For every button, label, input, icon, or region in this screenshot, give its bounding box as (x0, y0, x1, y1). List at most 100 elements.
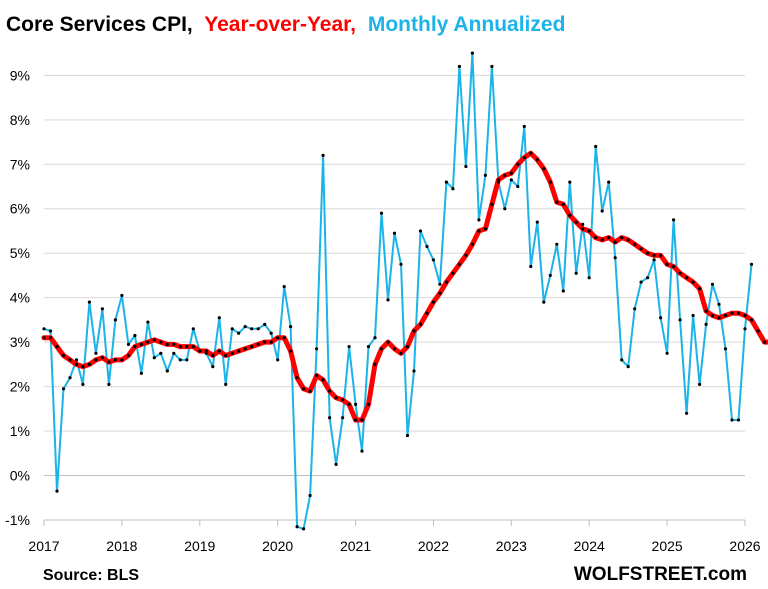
point-year-over-year (146, 340, 150, 344)
point-year-over-year (405, 345, 410, 349)
point-monthly-annualized (211, 365, 215, 369)
point-year-over-year (412, 329, 416, 333)
point-year-over-year (243, 347, 247, 351)
point-year-over-year (113, 358, 117, 362)
point-monthly-annualized (600, 209, 604, 213)
point-year-over-year (587, 229, 591, 233)
point-monthly-annualized (276, 358, 280, 362)
point-year-over-year (710, 313, 715, 318)
point-monthly-annualized (243, 325, 247, 329)
point-monthly-annualized (470, 51, 474, 55)
point-year-over-year (516, 162, 520, 166)
point-monthly-annualized (529, 264, 533, 269)
point-monthly-annualized (120, 293, 124, 298)
point-monthly-annualized (418, 229, 423, 233)
point-year-over-year (172, 342, 176, 346)
point-monthly-annualized (386, 298, 390, 302)
point-year-over-year (328, 389, 332, 393)
x-tick-label: 2025 (652, 538, 683, 554)
point-monthly-annualized (444, 180, 448, 184)
y-tick-label: 4% (10, 290, 30, 306)
point-monthly-annualized (87, 300, 91, 304)
point-year-over-year (438, 291, 442, 295)
point-year-over-year (256, 342, 260, 346)
point-year-over-year (120, 358, 124, 362)
point-year-over-year (723, 313, 728, 318)
point-year-over-year (555, 200, 559, 204)
point-monthly-annualized (269, 331, 273, 335)
point-year-over-year (217, 349, 221, 353)
point-monthly-annualized (581, 222, 585, 226)
source-note: Source: BLS (43, 567, 139, 584)
point-year-over-year (55, 345, 59, 349)
point-monthly-annualized (594, 144, 598, 149)
x-axis: 2017 2018 2019 2020 2021 2022 2023 2024 2025 2026 (28, 519, 761, 554)
point-year-over-year (347, 402, 351, 406)
point-year-over-year (224, 353, 228, 358)
point-monthly-annualized (646, 276, 650, 280)
point-year-over-year (756, 329, 760, 333)
point-monthly-annualized (503, 207, 507, 211)
point-monthly-annualized (237, 331, 241, 335)
point-monthly-annualized (710, 282, 715, 286)
point-monthly-annualized (509, 178, 513, 182)
point-year-over-year (139, 342, 143, 346)
point-monthly-annualized (172, 351, 176, 355)
point-year-over-year (282, 336, 286, 340)
point-year-over-year (418, 322, 423, 326)
point-year-over-year (204, 349, 208, 353)
point-year-over-year (646, 251, 650, 255)
point-year-over-year (678, 271, 682, 275)
point-year-over-year (717, 316, 721, 320)
point-year-over-year (581, 227, 585, 231)
point-monthly-annualized (250, 327, 254, 331)
point-monthly-annualized (672, 218, 676, 222)
point-monthly-annualized (464, 164, 468, 169)
point-monthly-annualized (490, 64, 494, 69)
point-monthly-annualized (704, 322, 708, 326)
point-year-over-year (198, 349, 202, 353)
point-year-over-year (152, 338, 156, 342)
point-year-over-year (263, 340, 267, 344)
point-monthly-annualized (328, 416, 332, 420)
point-year-over-year (633, 242, 637, 246)
point-year-over-year (665, 262, 669, 266)
series-line-monthly-annualized (43, 52, 753, 530)
point-monthly-annualized (61, 387, 66, 391)
point-monthly-annualized (412, 369, 416, 373)
point-year-over-year (341, 398, 345, 402)
point-monthly-annualized (399, 262, 403, 266)
point-monthly-annualized (165, 369, 169, 373)
point-monthly-annualized (620, 358, 624, 362)
y-tick-label: 1% (10, 423, 30, 439)
y-axis: -1% 0% 1% 2% 3% 4% 5% 6% 7% 8% 9% (5, 67, 30, 528)
point-year-over-year (211, 353, 215, 358)
point-monthly-annualized (678, 318, 682, 322)
point-year-over-year (749, 318, 754, 322)
point-year-over-year (269, 340, 273, 344)
point-year-over-year (42, 336, 46, 340)
point-year-over-year (529, 151, 533, 155)
point-year-over-year (360, 418, 364, 422)
point-monthly-annualized (425, 244, 429, 249)
point-monthly-annualized (126, 342, 130, 346)
point-monthly-annualized (587, 276, 591, 280)
point-monthly-annualized (451, 187, 455, 191)
point-year-over-year (354, 418, 358, 422)
point-year-over-year (652, 253, 656, 257)
point-year-over-year (464, 253, 468, 257)
point-monthly-annualized (315, 347, 319, 351)
point-monthly-annualized (477, 218, 481, 222)
y-tick-label: 0% (10, 468, 30, 484)
point-monthly-annualized (548, 273, 552, 277)
point-monthly-annualized (665, 351, 669, 355)
point-monthly-annualized (146, 320, 150, 324)
point-monthly-annualized (185, 358, 189, 362)
point-monthly-annualized (685, 411, 689, 415)
point-year-over-year (444, 280, 448, 284)
point-year-over-year (379, 347, 384, 351)
point-year-over-year (165, 342, 169, 346)
point-year-over-year (620, 236, 624, 240)
point-monthly-annualized (159, 351, 163, 355)
point-monthly-annualized (568, 180, 572, 184)
